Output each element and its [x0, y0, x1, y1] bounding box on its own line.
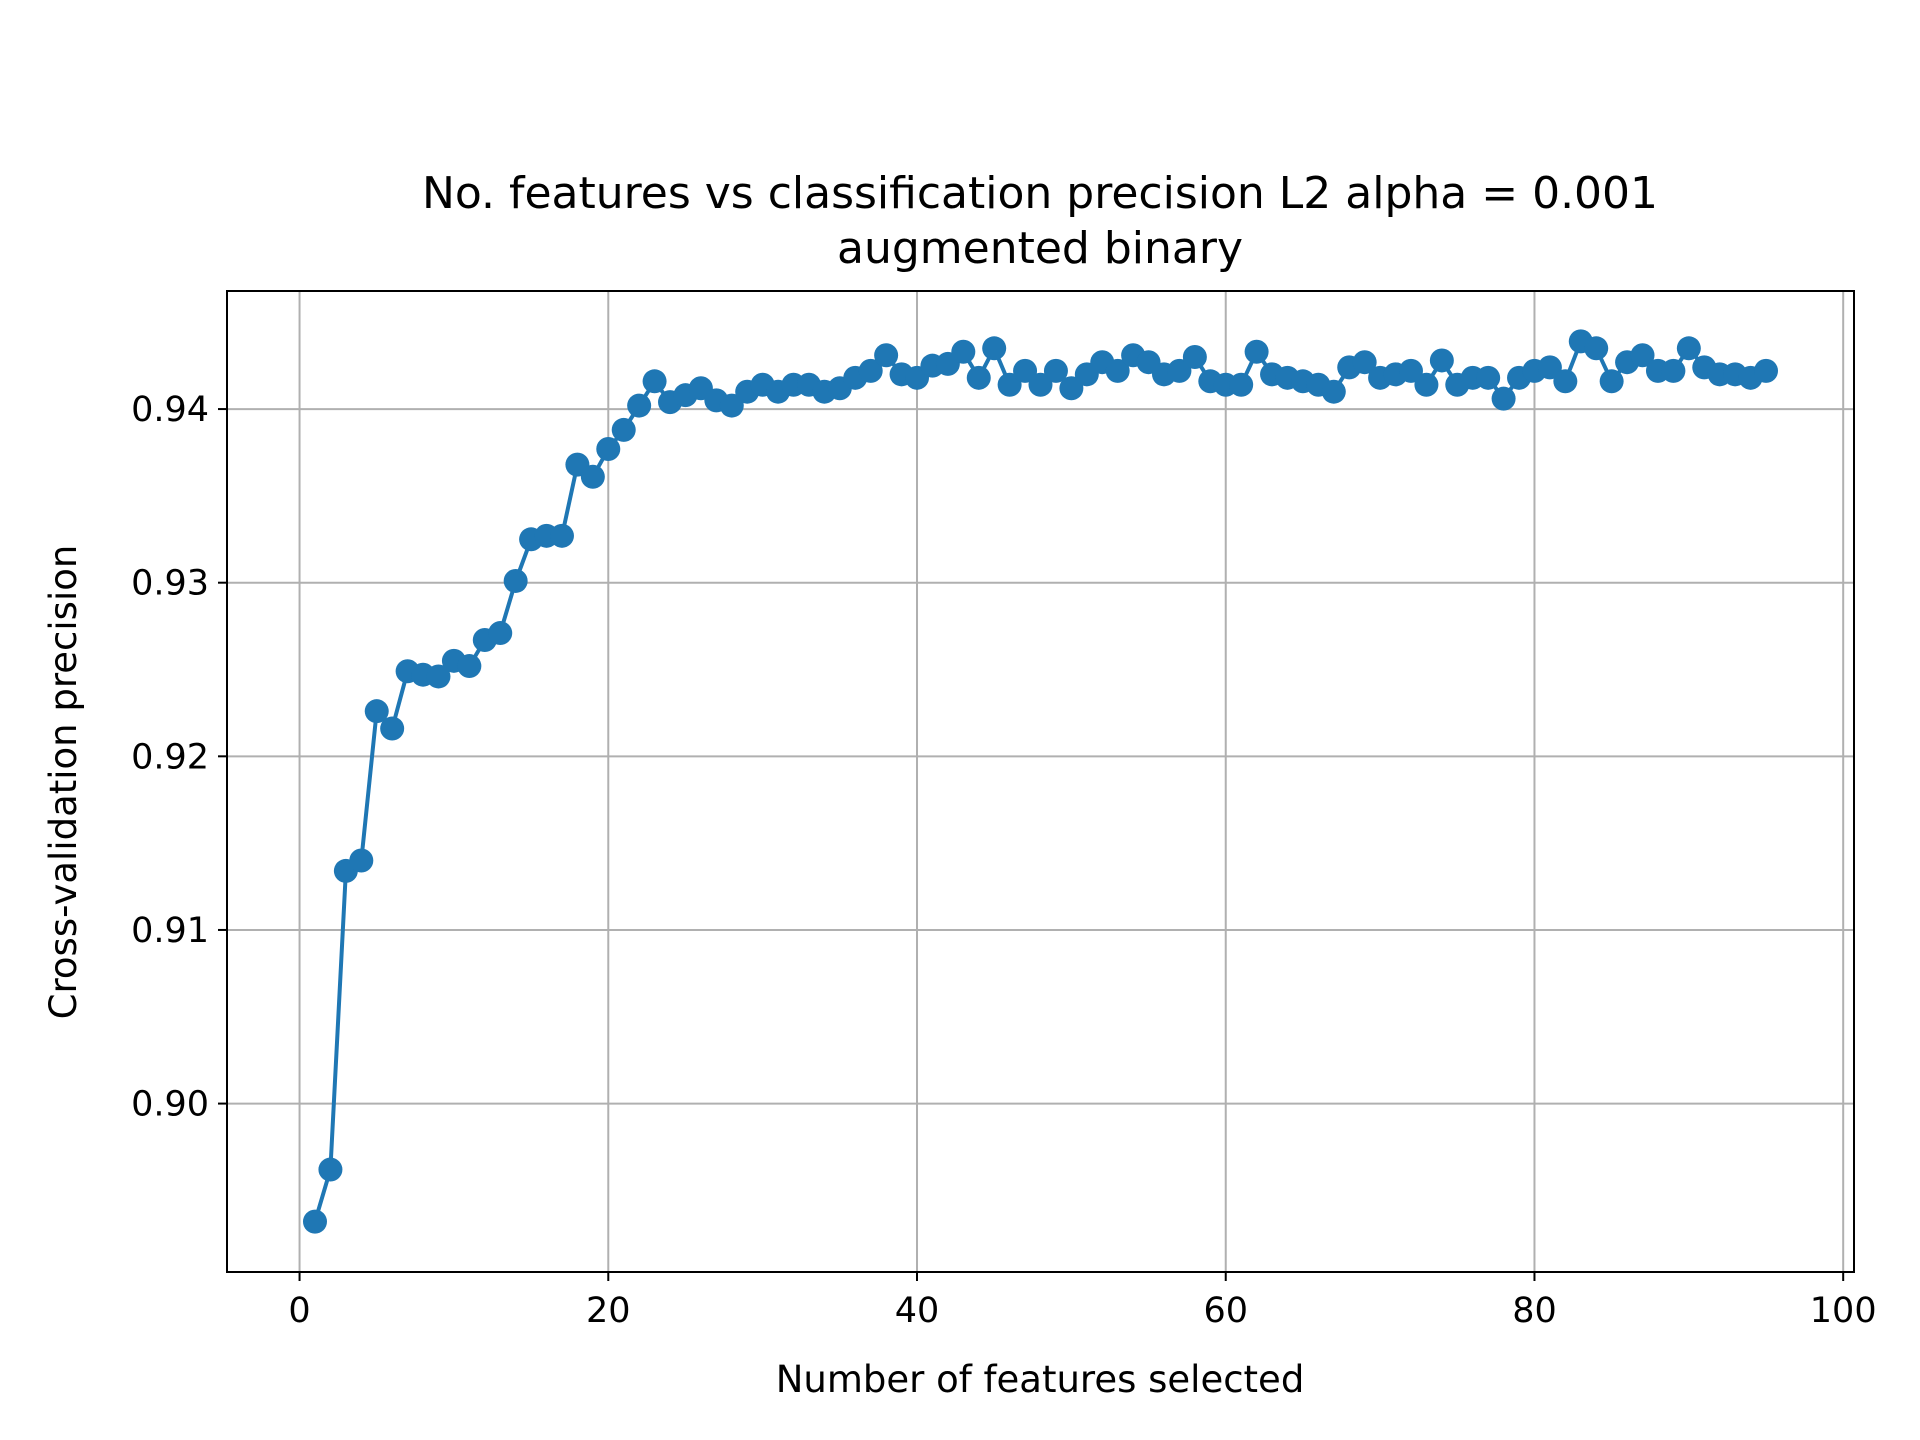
data-point [982, 336, 1007, 361]
data-point [642, 369, 667, 394]
data-point [426, 664, 451, 689]
data-point [1352, 350, 1377, 375]
y-tick-label: 0.90 [131, 1085, 209, 1125]
plot-frame [226, 290, 1855, 1273]
data-point [1476, 365, 1501, 390]
data-point [596, 437, 621, 462]
y-axis-label: Cross-validation precision [42, 545, 85, 1020]
x-tick-label: 20 [586, 1291, 631, 1331]
data-point [318, 1157, 343, 1182]
x-tick-label: 100 [1810, 1291, 1877, 1331]
x-tick-label: 80 [1512, 1291, 1557, 1331]
y-tick-label: 0.93 [131, 564, 209, 604]
data-point [1398, 358, 1423, 383]
data-point [1244, 339, 1269, 364]
data-point [1028, 372, 1053, 397]
data-point [349, 848, 374, 873]
data-point [1167, 358, 1192, 383]
x-axis-label: Number of features selected [776, 1358, 1305, 1401]
data-point [1429, 348, 1454, 373]
data-point [1105, 358, 1130, 383]
data-point [380, 716, 405, 741]
data-point [719, 393, 744, 418]
data-point [488, 621, 513, 646]
grid [227, 291, 1854, 1272]
data-point [580, 464, 605, 489]
chart-subtitle: augmented binary [837, 223, 1243, 274]
data-point [1229, 372, 1254, 397]
data-point [966, 365, 991, 390]
y-tick-label: 0.91 [131, 911, 209, 951]
y-tick-label: 0.94 [131, 390, 209, 430]
data-point [1414, 372, 1439, 397]
data-point [1321, 379, 1346, 404]
data-point [997, 372, 1022, 397]
data-point [1754, 358, 1779, 383]
x-tick-label: 60 [1203, 1291, 1248, 1331]
data-point [874, 343, 899, 368]
data-point [858, 358, 883, 383]
data-point [1553, 369, 1578, 394]
x-tick-label: 0 [288, 1291, 310, 1331]
data-point [1584, 336, 1609, 361]
data-point [1599, 369, 1624, 394]
y-tick-label: 0.92 [131, 737, 209, 777]
data-point [1537, 355, 1562, 380]
data-point [1182, 344, 1207, 369]
data-point [611, 417, 636, 442]
data-point [1013, 358, 1038, 383]
data-point [364, 699, 389, 724]
chart-title: No. features vs classification precision… [422, 168, 1658, 219]
data-point [1630, 343, 1655, 368]
data-point [627, 393, 652, 418]
data-point [302, 1209, 327, 1234]
data-point [1043, 358, 1068, 383]
axis-ticks: 0 20 40 60 80 100 0.90 0.91 0.92 0.93 0.94 [131, 390, 1877, 1331]
data-point [951, 339, 976, 364]
data-point [457, 654, 482, 679]
data-series [302, 329, 1779, 1234]
series-line [313, 339, 1767, 1223]
data-point [503, 568, 528, 593]
data-point [1661, 358, 1686, 383]
x-tick-label: 40 [895, 1291, 940, 1331]
data-point [1676, 336, 1701, 361]
data-point [549, 523, 574, 548]
data-point [1059, 376, 1084, 401]
data-point [1491, 386, 1516, 411]
